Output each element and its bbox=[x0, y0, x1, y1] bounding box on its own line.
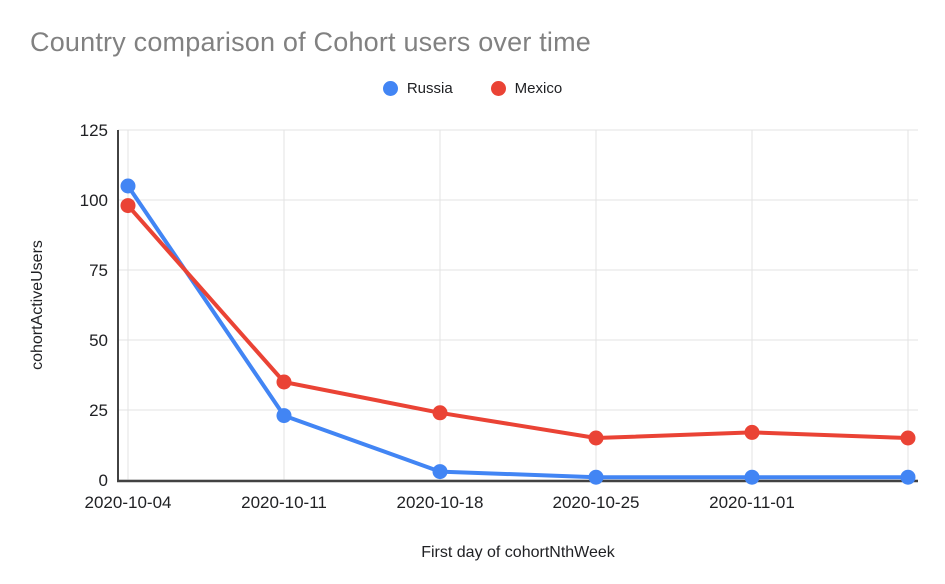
data-point-mexico-1[interactable] bbox=[276, 374, 292, 390]
legend-label-russia: Russia bbox=[406, 79, 453, 97]
legend-swatch-mexico-icon bbox=[490, 80, 506, 96]
data-point-russia-1[interactable] bbox=[276, 408, 292, 424]
data-point-russia-2[interactable] bbox=[432, 464, 448, 480]
x-axis-title: First day of cohortNthWeek bbox=[421, 544, 616, 561]
data-point-russia-5[interactable] bbox=[900, 469, 916, 485]
x-tick-label: 2020-10-04 bbox=[85, 493, 172, 512]
legend-item-mexico[interactable]: Mexico bbox=[490, 79, 563, 97]
x-tick-label: 2020-10-25 bbox=[553, 493, 640, 512]
y-axis-title: cohortActiveUsers bbox=[29, 240, 46, 370]
legend-label-mexico: Mexico bbox=[514, 79, 563, 97]
legend-item-russia[interactable]: Russia bbox=[382, 79, 453, 97]
data-point-mexico-2[interactable] bbox=[432, 405, 448, 421]
chart-legend: Russia Mexico bbox=[0, 78, 945, 98]
x-tick-label: 2020-11-01 bbox=[709, 493, 795, 512]
series-line-mexico bbox=[126, 203, 910, 440]
y-tick-label: 0 bbox=[99, 471, 108, 490]
data-point-russia-3[interactable] bbox=[588, 469, 604, 485]
data-point-mexico-3[interactable] bbox=[588, 430, 604, 446]
data-point-mexico-4[interactable] bbox=[744, 424, 760, 440]
legend-swatch-russia-icon bbox=[382, 80, 398, 96]
y-tick-label: 50 bbox=[89, 331, 108, 350]
data-point-russia-4[interactable] bbox=[744, 469, 760, 485]
y-tick-label: 125 bbox=[80, 121, 108, 140]
chart-title: Country comparison of Cohort users over … bbox=[30, 27, 592, 57]
data-point-russia-0[interactable] bbox=[120, 178, 136, 194]
data-point-mexico-5[interactable] bbox=[900, 430, 916, 446]
y-tick-label: 100 bbox=[80, 191, 108, 210]
x-tick-label: 2020-10-11 bbox=[241, 493, 327, 512]
x-tick-label: 2020-10-18 bbox=[397, 493, 484, 512]
series-line-russia bbox=[126, 184, 910, 480]
y-tick-label: 25 bbox=[89, 401, 108, 420]
y-tick-label: 75 bbox=[89, 261, 108, 280]
data-point-mexico-0[interactable] bbox=[120, 198, 136, 214]
